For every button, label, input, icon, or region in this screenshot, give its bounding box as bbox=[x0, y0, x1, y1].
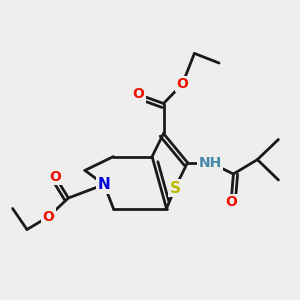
Text: O: O bbox=[50, 170, 61, 184]
Text: O: O bbox=[43, 210, 55, 224]
Text: O: O bbox=[133, 88, 145, 101]
Text: N: N bbox=[98, 177, 110, 192]
Text: NH: NH bbox=[198, 156, 222, 170]
Text: S: S bbox=[169, 181, 180, 196]
Text: O: O bbox=[176, 77, 188, 91]
Text: O: O bbox=[225, 196, 237, 209]
